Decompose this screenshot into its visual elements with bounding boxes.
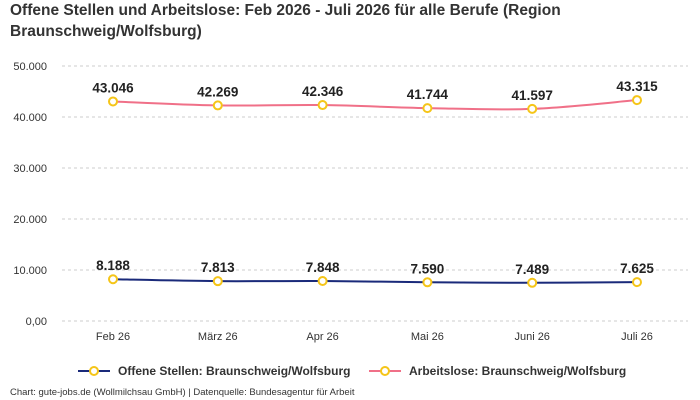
data-point xyxy=(422,277,433,288)
data-point xyxy=(212,100,223,111)
data-label: 7.813 xyxy=(201,260,235,275)
chart-title: Offene Stellen und Arbeitslose: Feb 2026… xyxy=(10,2,561,40)
legend-label: Arbeitslose: Braunschweig/Wolfsburg xyxy=(409,364,626,378)
series-line-1 xyxy=(112,99,638,111)
series-line-0 xyxy=(112,278,638,284)
y-tick-label: 20.000 xyxy=(13,214,47,226)
legend-marker xyxy=(89,366,99,376)
data-label: 7.848 xyxy=(306,260,340,275)
data-point xyxy=(317,100,328,111)
data-label: 7.590 xyxy=(411,261,445,276)
y-tick-label: 0,00 xyxy=(26,316,47,328)
x-tick-label: Feb 26 xyxy=(96,331,130,343)
data-label: 42.269 xyxy=(197,84,238,99)
y-tick-label: 30.000 xyxy=(13,163,47,175)
data-label: 8.188 xyxy=(96,258,130,273)
data-point xyxy=(632,277,642,288)
data-label: 7.625 xyxy=(620,261,654,276)
x-tick-label: Apr 26 xyxy=(306,331,338,343)
data-label: 43.046 xyxy=(92,80,134,95)
y-tick-label: 50.000 xyxy=(13,61,47,73)
data-label: 7.489 xyxy=(515,262,549,277)
data-label: 43.315 xyxy=(616,79,658,94)
chart-footer: Chart: gute-jobs.de (Wollmilchsau GmbH) … xyxy=(10,387,355,398)
x-tick-label: Juli 26 xyxy=(621,331,653,343)
data-point xyxy=(212,276,223,287)
x-tick-label: Mai 26 xyxy=(411,331,444,343)
y-tick-label: 10.000 xyxy=(13,265,47,277)
data-point xyxy=(527,103,538,114)
data-point xyxy=(108,96,118,107)
data-point xyxy=(527,277,538,288)
data-label: 41.744 xyxy=(407,87,449,102)
data-point xyxy=(422,103,433,114)
data-label: 41.597 xyxy=(512,88,553,103)
legend-marker xyxy=(380,366,390,376)
data-label: 42.346 xyxy=(302,84,344,99)
x-tick-label: Juni 26 xyxy=(514,331,549,343)
data-point xyxy=(108,274,118,285)
data-point xyxy=(632,95,642,106)
y-tick-label: 40.000 xyxy=(13,112,47,124)
data-point xyxy=(317,275,328,286)
legend-label: Offene Stellen: Braunschweig/Wolfsburg xyxy=(118,364,350,378)
x-tick-label: März 26 xyxy=(198,331,238,343)
